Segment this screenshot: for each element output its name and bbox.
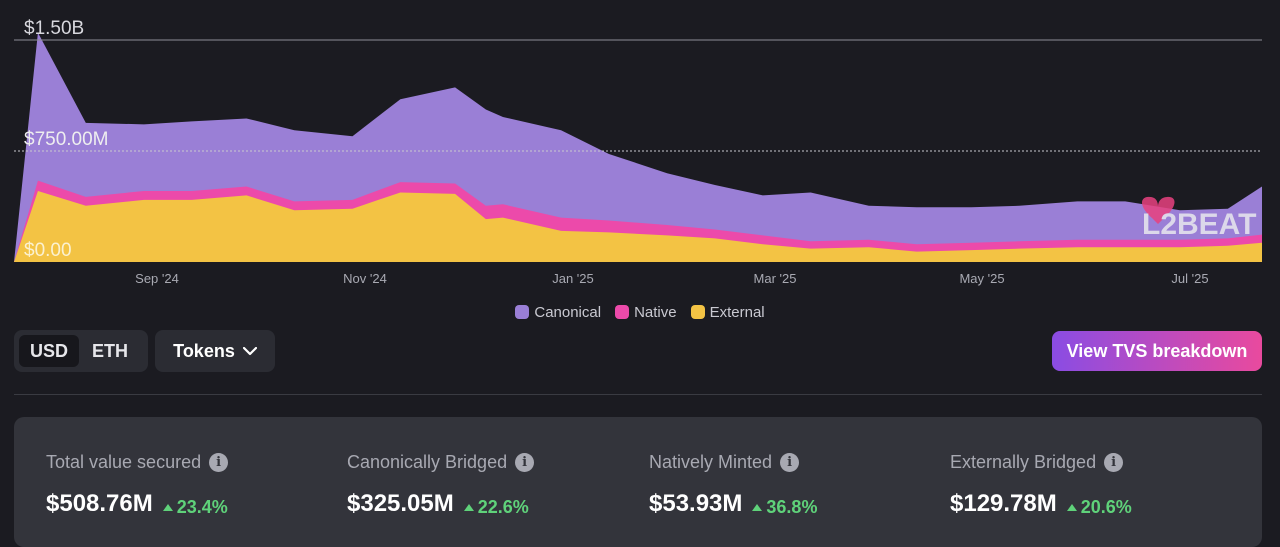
tokens-label: Tokens: [173, 340, 235, 361]
arrow-up-icon: [463, 504, 474, 511]
stat-change-value: 23.4%: [176, 497, 228, 517]
legend-item-native[interactable]: Native: [615, 304, 677, 321]
x-tick-label: Jan '25: [552, 271, 594, 286]
stat-change-value: 36.8%: [766, 497, 818, 517]
stat-change: 36.8%: [752, 497, 817, 518]
stats-panel: Total value secured i $508.76M 23.4% Can…: [14, 417, 1262, 547]
info-icon[interactable]: i: [515, 453, 535, 472]
stat-label-row: Total value secured i: [46, 452, 229, 473]
stat-value: $325.05M: [347, 490, 454, 517]
legend-item-external[interactable]: External: [690, 303, 765, 321]
stat-change: 20.6%: [1066, 497, 1132, 518]
stat-change: 22.6%: [463, 497, 529, 518]
stat-label: Externally Bridged: [950, 452, 1097, 472]
heart-icon: [1142, 196, 1175, 224]
legend-swatch: [515, 305, 530, 319]
currency-option-usd[interactable]: USD: [19, 335, 80, 367]
tokens-dropdown-button[interactable]: Tokens: [155, 330, 275, 372]
stat-label-row: Canonically Bridged i: [347, 452, 535, 473]
chart-areas: [14, 32, 1262, 262]
chart-controls: USD ETH Tokens View TVS breakdown: [14, 330, 1262, 372]
stat-value-row: $53.93M 36.8%: [649, 490, 817, 518]
arrow-up-icon: [162, 504, 173, 511]
stat-value-row: $129.78M 20.6%: [950, 490, 1132, 518]
info-icon[interactable]: i: [780, 453, 800, 472]
currency-toggle: USD ETH: [14, 330, 148, 372]
y-tick-label: $0.00: [24, 240, 72, 261]
stat-label-row: Natively Minted i: [649, 452, 800, 473]
watermark-text: L2BEAT: [1142, 208, 1256, 241]
y-tick-label: $750.00M: [24, 129, 109, 150]
y-tick-label: $1.50B: [24, 18, 84, 39]
stat-value: $508.76M: [46, 490, 153, 517]
stat-label: Total value secured: [46, 452, 202, 472]
stat-change-value: 20.6%: [1080, 497, 1132, 517]
section-divider: [14, 394, 1262, 395]
legend-swatch: [615, 305, 630, 319]
stat-value: $53.93M: [649, 490, 743, 517]
x-tick-label: Jul '25: [1171, 271, 1208, 286]
x-tick-label: Sep '24: [135, 271, 179, 286]
x-tick-label: May '25: [959, 271, 1004, 286]
x-tick-label: Mar '25: [754, 271, 797, 286]
legend-swatch: [690, 305, 705, 319]
stat-label: Canonically Bridged: [347, 452, 508, 472]
stat-value: $129.78M: [950, 490, 1057, 517]
tvs-chart[interactable]: $1.50B $750.00M $0.00 L2BEAT Sep '24 Nov…: [0, 0, 1280, 300]
arrow-up-icon: [752, 504, 763, 511]
x-tick-label: Nov '24: [343, 271, 387, 286]
chevron-down-icon: [242, 346, 257, 355]
stat-label-row: Externally Bridged i: [950, 452, 1124, 473]
tvs-chart-svg: $1.50B $750.00M $0.00 L2BEAT Sep '24 Nov…: [14, 18, 1262, 286]
x-axis: Sep '24 Nov '24 Jan '25 Mar '25 May '25 …: [135, 271, 1208, 286]
legend-label: External: [709, 303, 765, 321]
info-icon[interactable]: i: [1104, 453, 1124, 472]
legend-label: Native: [634, 303, 677, 321]
l2beat-watermark: L2BEAT: [1142, 196, 1256, 241]
stat-change: 23.4%: [162, 497, 228, 518]
stat-label: Natively Minted: [649, 452, 773, 472]
legend-label: Canonical: [534, 303, 602, 321]
legend-item-canonical[interactable]: Canonical: [515, 304, 601, 321]
info-icon[interactable]: i: [209, 453, 229, 472]
stat-change-value: 22.6%: [477, 497, 529, 517]
area-series-external: [14, 190, 1262, 262]
stat-value-row: $325.05M 22.6%: [347, 490, 529, 518]
arrow-up-icon: [1066, 504, 1077, 511]
chart-legend: Canonical Native External: [0, 300, 1280, 324]
stat-value-row: $508.76M 23.4%: [46, 490, 228, 518]
view-tvs-breakdown-button[interactable]: View TVS breakdown: [1052, 331, 1262, 371]
currency-option-eth[interactable]: ETH: [92, 340, 129, 361]
